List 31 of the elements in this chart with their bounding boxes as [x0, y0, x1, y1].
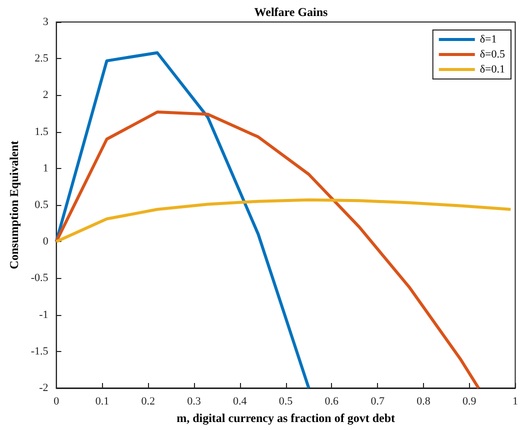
line-series — [54, 198, 512, 244]
x-tick-label: 0.9 — [462, 396, 477, 408]
x-tick-label: 0.2 — [141, 396, 155, 408]
x-tick-label: 0.5 — [278, 396, 294, 408]
x-tick-label: 0 — [54, 396, 60, 408]
y-tick-label: -1.5 — [30, 345, 49, 358]
line-series — [54, 110, 480, 390]
y-tick-label: -0.5 — [30, 272, 49, 284]
legend-label: δ=0.5 — [480, 48, 506, 60]
x-tick-label: 0.6 — [324, 396, 340, 408]
y-tick-label: 2.5 — [34, 52, 49, 65]
x-tick-label: 0.8 — [416, 396, 431, 408]
y-tick-label: -1 — [39, 308, 48, 321]
x-tick-label: 0.3 — [187, 396, 202, 408]
y-tick-label: 0.5 — [34, 199, 49, 211]
chart-title: Welfare Gains — [254, 5, 328, 19]
y-axis-title: Consumption Equivalent — [7, 140, 21, 270]
y-tick-label: 0 — [42, 236, 49, 248]
x-tick-label: 1 — [512, 396, 518, 408]
x-tick-label: 0.7 — [370, 396, 385, 408]
y-tick-label: 3 — [42, 16, 49, 28]
legend-label: δ=1 — [480, 34, 497, 46]
y-tick-label: -2 — [39, 382, 48, 394]
x-tick-label: 0.4 — [233, 396, 248, 408]
y-tick-label: 1.5 — [34, 126, 49, 138]
y-tick-label: 1 — [42, 162, 48, 174]
line-series — [54, 51, 310, 390]
x-axis-title: m, digital currency as fraction of govt debt — [176, 410, 395, 425]
y-tick-label: 2 — [42, 89, 48, 102]
x-tick-label: 0.1 — [95, 396, 110, 408]
legend-label: δ=0.1 — [480, 64, 506, 76]
